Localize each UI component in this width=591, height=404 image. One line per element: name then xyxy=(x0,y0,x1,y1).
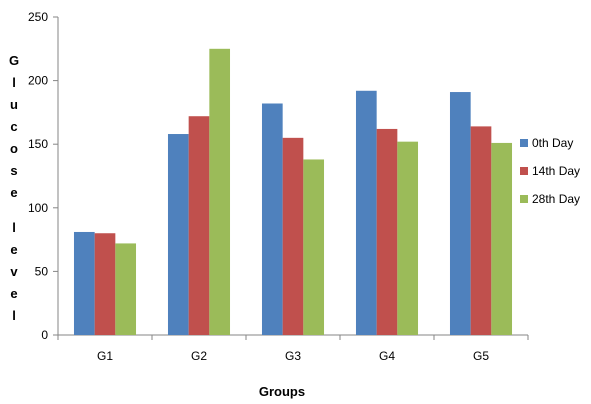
x-tick-label: G3 xyxy=(285,349,301,363)
bar xyxy=(167,134,189,335)
x-tick-label: G2 xyxy=(191,349,207,363)
x-axis: G1 G2 G3 G4 G5 xyxy=(57,334,529,363)
legend-label: 28th Day xyxy=(532,192,580,206)
legend: 0th Day 14th Day 28th Day xyxy=(520,136,580,206)
bar xyxy=(73,231,95,335)
y-tick-label: 0 xyxy=(41,328,48,342)
bar xyxy=(376,128,398,335)
bar xyxy=(449,92,471,335)
legend-swatch xyxy=(520,167,528,175)
bar xyxy=(282,137,304,335)
bar xyxy=(115,243,137,335)
bar xyxy=(303,159,325,335)
y-axis: 0 50 100 150 200 250 xyxy=(28,10,59,342)
bar xyxy=(188,116,210,335)
bar xyxy=(491,142,513,335)
legend-label: 0th Day xyxy=(532,136,573,150)
y-tick-label: 150 xyxy=(28,137,48,151)
x-tick-label: G1 xyxy=(97,349,113,363)
x-tick-label: G5 xyxy=(473,349,489,363)
bar xyxy=(470,126,492,335)
bar xyxy=(94,233,116,335)
x-axis-label: Groups xyxy=(259,384,305,399)
bar xyxy=(355,90,377,335)
legend-swatch xyxy=(520,195,528,203)
y-tick-label: 100 xyxy=(28,201,48,215)
legend-label: 14th Day xyxy=(532,164,580,178)
legend-swatch xyxy=(520,139,528,147)
bar xyxy=(209,48,231,336)
y-tick-label: 50 xyxy=(35,264,49,278)
bar xyxy=(261,103,283,335)
bar xyxy=(397,141,419,335)
x-tick-label: G4 xyxy=(379,349,395,363)
y-tick-label: 200 xyxy=(28,74,48,88)
bars xyxy=(73,48,513,336)
y-tick-label: 250 xyxy=(28,10,48,24)
